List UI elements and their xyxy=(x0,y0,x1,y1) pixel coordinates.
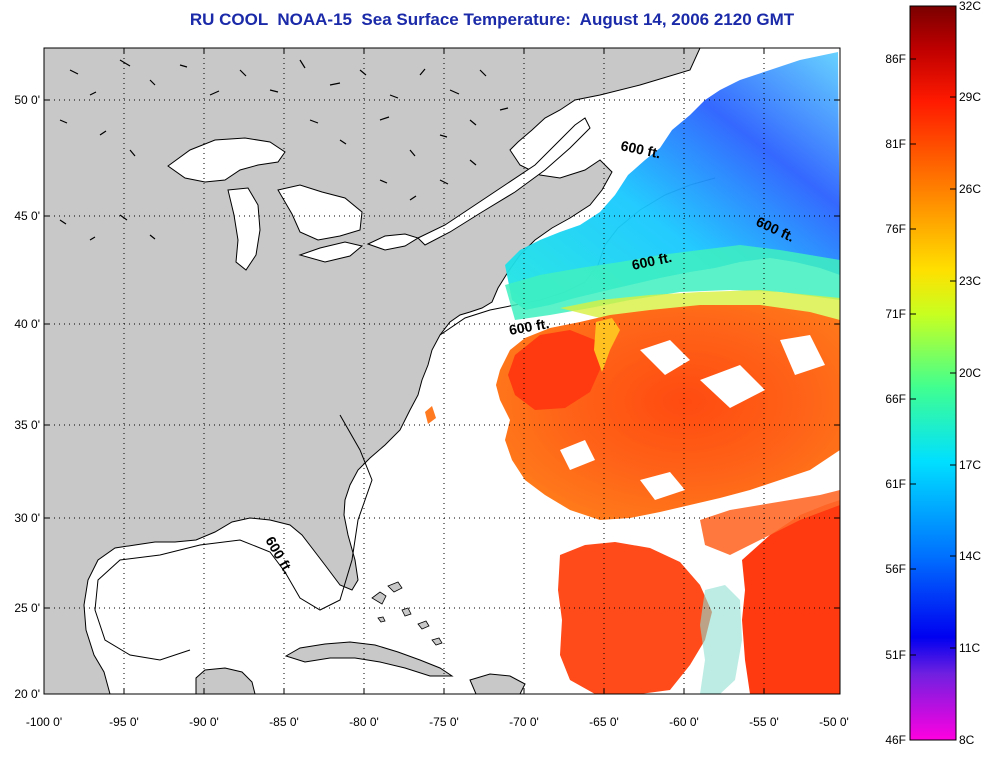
map-title: RU COOL NOAA-15 Sea Surface Temperature:… xyxy=(189,10,795,29)
sst-north-cold xyxy=(505,52,840,310)
lon-label: -50 0' xyxy=(819,715,849,729)
fahrenheit-label: 51F xyxy=(885,648,906,662)
lon-label: -60 0' xyxy=(669,715,699,729)
lon-label: -55 0' xyxy=(749,715,779,729)
lat-label: 30 0' xyxy=(14,511,40,525)
lat-label: 25 0' xyxy=(14,601,40,615)
fahrenheit-labels: 86F 81F 76F 71F 66F 61F 56F 51F 46F xyxy=(885,52,906,747)
lat-label: 35 0' xyxy=(14,418,40,432)
fahrenheit-label: 71F xyxy=(885,307,906,321)
lon-label: -70 0' xyxy=(509,715,539,729)
lat-label: 50 0' xyxy=(14,93,40,107)
fahrenheit-label: 81F xyxy=(885,137,906,151)
map-frame xyxy=(43,47,841,695)
hispaniola-land xyxy=(469,673,526,694)
lat-label: 20 0' xyxy=(14,687,40,701)
lon-label: -95 0' xyxy=(109,715,139,729)
celsius-label: 11C xyxy=(959,641,980,655)
fahrenheit-label: 66F xyxy=(885,392,906,406)
cuba-land xyxy=(284,641,454,677)
celsius-label: 8C xyxy=(959,733,975,747)
map-content: 600 ft. 600 ft. 600 ft. 600 ft. 600 ft. xyxy=(44,48,840,694)
lat-label: 45 0' xyxy=(14,209,40,223)
fahrenheit-label: 76F xyxy=(885,222,906,236)
sst-transition-band xyxy=(505,245,840,320)
colorbar: 32C 29C 26C 23C 20C 17C 14C 11C 8C 86F 8… xyxy=(885,0,981,747)
celsius-label: 26C xyxy=(959,182,981,196)
sst-warm-eddy xyxy=(508,330,602,410)
contour-label-midatlantic: 600 ft. xyxy=(508,315,551,338)
bahamas xyxy=(371,581,443,646)
latitude-labels: 50 0' 45 0' 40 0' 35 0' 30 0' 25 0' 20 0… xyxy=(14,93,40,701)
lon-label: -85 0' xyxy=(269,715,299,729)
lake-michigan xyxy=(227,187,261,271)
lake-erie xyxy=(298,241,364,263)
st-lawrence xyxy=(417,117,591,246)
sst-south-west xyxy=(558,542,712,694)
axis-ticks xyxy=(43,48,841,695)
colorbar-gradient xyxy=(909,5,957,741)
lake-huron xyxy=(277,184,363,241)
celsius-label: 20C xyxy=(959,366,981,380)
celsius-label: 32C xyxy=(959,0,981,13)
sst-mixed-strip xyxy=(700,585,742,694)
lon-label: -100 0' xyxy=(26,715,62,729)
celsius-label: 17C xyxy=(959,458,981,472)
sst-south-east xyxy=(742,500,840,694)
sst-south-mid xyxy=(700,490,840,555)
colorbar-ticks xyxy=(910,5,956,656)
lon-label: -90 0' xyxy=(189,715,219,729)
lon-label: -80 0' xyxy=(349,715,379,729)
sst-yellow-filament xyxy=(594,318,620,372)
celsius-label: 23C xyxy=(959,274,981,288)
fahrenheit-label: 56F xyxy=(885,562,906,576)
fahrenheit-label: 46F xyxy=(885,733,906,747)
fahrenheit-label: 86F xyxy=(885,52,906,66)
celsius-label: 29C xyxy=(959,90,981,104)
contour-600ft-gulf xyxy=(94,414,373,661)
lon-label: -75 0' xyxy=(429,715,459,729)
lake-superior xyxy=(167,137,286,183)
celsius-label: 14C xyxy=(959,549,981,563)
celsius-labels: 32C 29C 26C 23C 20C 17C 14C 11C 8C xyxy=(959,0,981,747)
small-lakes xyxy=(59,59,509,241)
longitude-labels: -100 0' -95 0' -90 0' -85 0' -80 0' -75 … xyxy=(26,715,849,729)
yucatan-land xyxy=(195,667,256,694)
fahrenheit-label: 61F xyxy=(885,477,906,491)
cloud-gaps xyxy=(560,335,825,500)
lat-label: 40 0' xyxy=(14,317,40,331)
sst-coastal-strip xyxy=(425,406,436,424)
lon-label: -65 0' xyxy=(589,715,619,729)
